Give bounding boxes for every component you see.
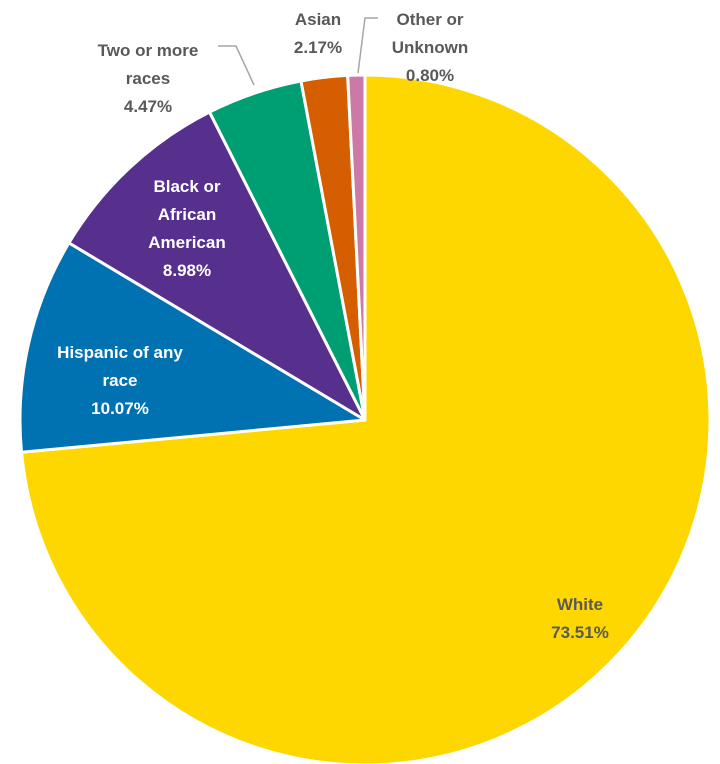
slice-label-line-5-1: Unknown bbox=[392, 38, 469, 57]
slice-percent-4: 2.17% bbox=[294, 38, 342, 57]
slice-label-line-3-1: races bbox=[126, 69, 170, 88]
slice-label-0: White 73.51% bbox=[551, 595, 609, 642]
slice-label-5: Other or Unknown 0.80% bbox=[392, 10, 469, 85]
slice-percent-2: 8.98% bbox=[163, 261, 211, 280]
slice-label-line-4-0: Asian bbox=[295, 10, 341, 29]
slice-label-line-2-1: African bbox=[158, 205, 217, 224]
slice-label-line-1-1: race bbox=[103, 371, 138, 390]
slice-label-line-2-2: American bbox=[148, 233, 225, 252]
slice-label-3: Two or more races 4.47% bbox=[98, 41, 199, 116]
slices-layer bbox=[18, 73, 712, 764]
slice-percent-3: 4.47% bbox=[124, 97, 172, 116]
leader-lines-layer bbox=[218, 17, 378, 86]
slice-label-2: Black or African American 8.98% bbox=[148, 177, 225, 280]
slice-label-line-3-0: Two or more bbox=[98, 41, 199, 60]
slice-label-4: Asian 2.17% bbox=[294, 10, 342, 57]
slice-label-line-1-0: Hispanic of any bbox=[57, 343, 183, 362]
pie-slice-1 bbox=[18, 241, 367, 454]
slice-label-1: Hispanic of any race 10.07% bbox=[57, 343, 183, 418]
pie-slice-5 bbox=[346, 73, 367, 422]
labels-layer: White 73.51% Hispanic of any race 10.07% Blac… bbox=[57, 10, 609, 642]
leader-line-5 bbox=[357, 17, 378, 74]
slice-label-line-2-0: Black or bbox=[153, 177, 220, 196]
slice-label-line-0-0: White bbox=[557, 595, 603, 614]
pie-slice-2 bbox=[67, 110, 367, 422]
leader-line-3 bbox=[218, 45, 255, 86]
slice-percent-5: 0.80% bbox=[406, 66, 454, 85]
slice-percent-1: 10.07% bbox=[91, 399, 149, 418]
slice-percent-0: 73.51% bbox=[551, 623, 609, 642]
slice-label-line-5-0: Other or bbox=[396, 10, 463, 29]
